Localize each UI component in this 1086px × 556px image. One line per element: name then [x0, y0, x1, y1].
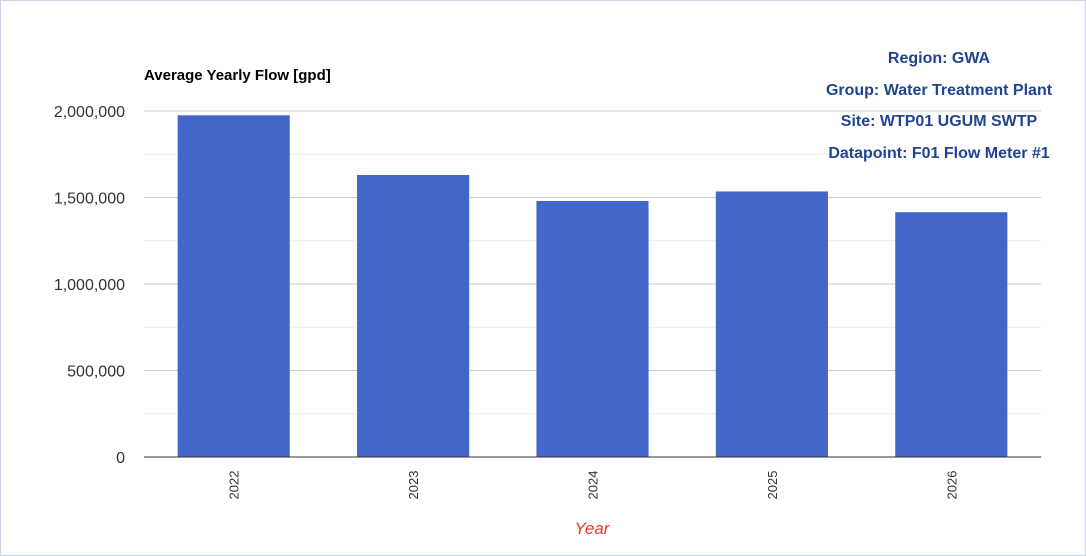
x-tick-label: 2026 — [944, 471, 959, 500]
x-tick-label: 2025 — [765, 471, 780, 500]
datapoint-label: Datapoint: F01 Flow Meter #1 — [828, 144, 1050, 162]
y-tick-label: 0 — [116, 450, 125, 467]
x-tick-label: 2023 — [406, 471, 421, 500]
x-tick-label: 2024 — [586, 471, 601, 500]
bars — [177, 115, 1008, 457]
region-label: Region: GWA — [887, 50, 991, 67]
site-label: Site: WTP01 UGUM SWTP — [840, 113, 1038, 130]
group-label: Group: Water Treatment Plant — [825, 81, 1053, 99]
x-axis-label: Year — [575, 519, 611, 538]
bar-2025[interactable] — [715, 191, 828, 457]
y-tick-label: 1,500,000 — [54, 191, 125, 208]
bar-2023[interactable] — [357, 175, 470, 457]
y-tick-label: 2,000,000 — [54, 104, 125, 121]
y-tick-label: 500,000 — [67, 364, 125, 381]
chart-title: Average Yearly Flow [gpd] — [144, 67, 331, 84]
bar-2026[interactable] — [895, 212, 1008, 457]
bar-2022[interactable] — [177, 115, 290, 457]
x-tick-label: 2022 — [227, 471, 242, 500]
bar-2024[interactable] — [536, 200, 649, 457]
x-tick-labels: 2022 2023 2024 2025 2026 — [227, 471, 960, 500]
y-tick-label: 1,000,000 — [54, 277, 125, 294]
y-tick-labels: 0 500,000 1,000,000 1,500,000 2,000,000 — [54, 104, 125, 467]
info-panel: Region: GWA Group: Water Treatment Plant… — [791, 43, 1086, 169]
